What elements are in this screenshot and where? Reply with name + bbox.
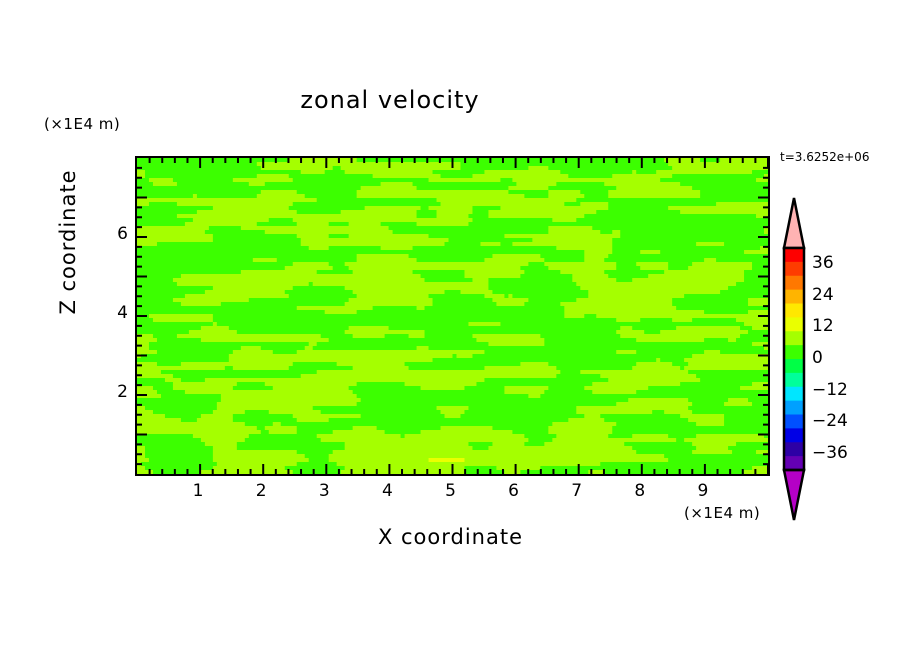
colorbar-band xyxy=(784,359,804,374)
x-tick-label: 3 xyxy=(318,481,330,501)
colorbar xyxy=(781,196,807,522)
x-axis-title: X coordinate xyxy=(377,525,524,549)
colorbar-band xyxy=(784,248,804,263)
x-tick-label: 5 xyxy=(445,481,456,501)
colorbar-tick-label: 36 xyxy=(812,252,834,273)
x-axis-units-label: (×1E4 m) xyxy=(684,504,761,522)
colorbar-band xyxy=(784,386,804,402)
x-tick-label: 9 xyxy=(697,481,709,501)
x-tick-label: 1 xyxy=(192,481,204,501)
colorbar-band xyxy=(784,428,804,443)
y-tick-label: 4 xyxy=(117,303,128,323)
colorbar-band xyxy=(784,372,804,388)
colorbar-tick-label: −12 xyxy=(812,379,848,400)
y-tick-label: 2 xyxy=(117,382,128,402)
colorbar-band xyxy=(784,289,804,304)
colorbar-band xyxy=(784,317,804,332)
x-tick-label: 4 xyxy=(381,481,393,501)
contour-plot-area xyxy=(135,156,770,476)
y-axis-title: Z coordinate xyxy=(56,169,80,315)
colorbar-tick-label: 12 xyxy=(812,316,834,337)
x-tick-label: 6 xyxy=(508,481,519,501)
contour-field xyxy=(137,158,768,474)
colorbar-tick-label: −36 xyxy=(812,443,848,464)
x-tick-label: 7 xyxy=(571,481,583,501)
colorbar-band xyxy=(784,331,804,346)
colorbar-over-arrow xyxy=(782,197,806,250)
y-axis-units-label: (×1E4 m) xyxy=(44,115,121,133)
timestamp-label: t=3.6252e+06 xyxy=(780,150,870,164)
colorbar-band xyxy=(784,414,804,429)
colorbar-gradient xyxy=(782,197,806,521)
colorbar-band xyxy=(784,456,804,471)
colorbar-band xyxy=(784,261,804,277)
x-tick-label: 8 xyxy=(634,481,646,501)
colorbar-under-arrow xyxy=(782,468,806,521)
colorbar-outline xyxy=(782,246,806,472)
colorbar-band xyxy=(784,442,804,457)
colorbar-band xyxy=(784,275,804,291)
colorbar-band xyxy=(784,303,804,318)
page-title: zonal velocity xyxy=(300,86,480,114)
colorbar-band xyxy=(784,345,804,360)
x-tick-label: 2 xyxy=(255,481,267,501)
y-tick-label: 6 xyxy=(117,224,128,244)
colorbar-tick-label: −24 xyxy=(812,411,848,432)
colorbar-band xyxy=(784,400,804,415)
colorbar-tick-label: 0 xyxy=(812,348,823,368)
colorbar-tick-label: 24 xyxy=(812,284,834,305)
